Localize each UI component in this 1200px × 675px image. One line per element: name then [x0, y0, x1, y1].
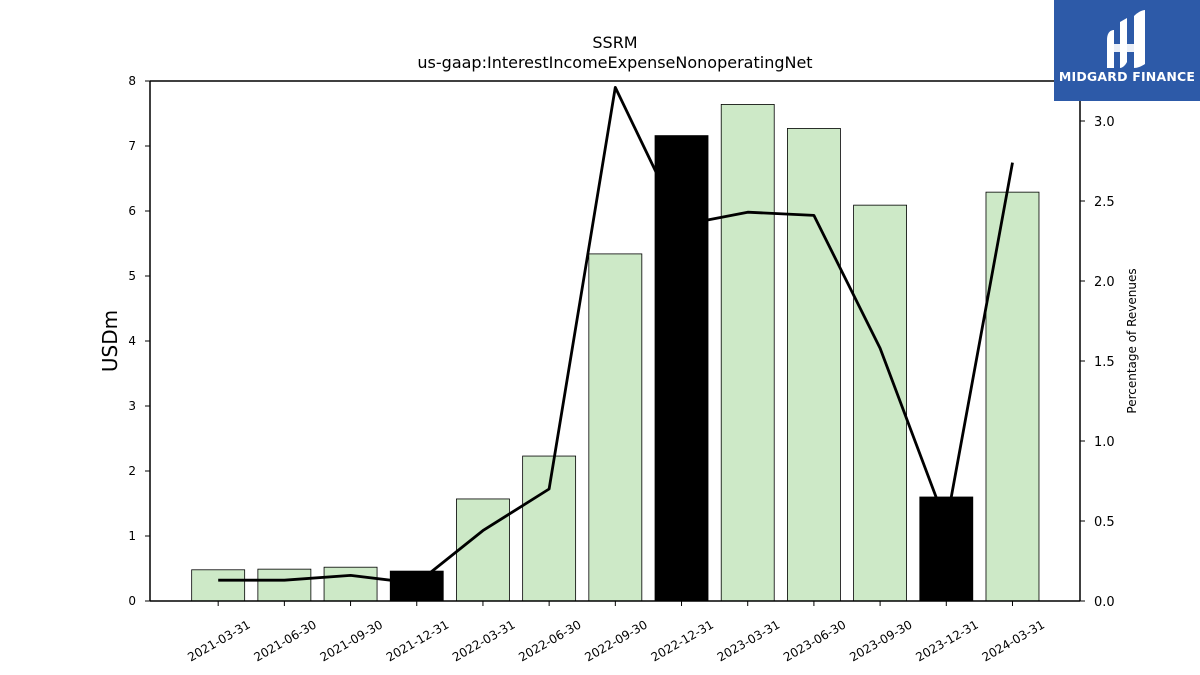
bar-2023-06-30	[787, 128, 841, 602]
midgard-finance-logo: MIDGARD FINANCE	[1054, 0, 1200, 101]
x-tick-label: 2023-06-30	[781, 617, 848, 664]
y-tick-label: 8	[128, 74, 136, 88]
y2-tick-label: 2.0	[1094, 275, 1115, 290]
x-tick-label: 2022-03-31	[450, 617, 517, 664]
y2-tick-label: 1.0	[1094, 435, 1115, 450]
x-tick-label: 2021-09-30	[318, 617, 385, 664]
x-tick-label: 2023-03-31	[715, 617, 782, 664]
y-tick-label: 4	[128, 334, 136, 348]
x-tick-label: 2023-12-31	[913, 617, 980, 664]
y2-tick-label: 0.5	[1094, 515, 1115, 530]
y-tick-label: 7	[128, 139, 136, 153]
x-tick-label: 2022-09-30	[582, 617, 649, 664]
logo-mark-icon	[1107, 10, 1145, 68]
x-tick-label: 2022-06-30	[516, 617, 583, 664]
bar-2023-09-30	[853, 204, 907, 602]
x-tick-label: 2021-12-31	[384, 617, 451, 664]
y-axis-label: USDm	[98, 310, 122, 372]
y-tick-label: 3	[128, 399, 136, 413]
y-tick-label: 2	[128, 464, 136, 478]
y2-tick-label: 0.0	[1094, 595, 1115, 610]
y-tick-label: 5	[128, 269, 136, 283]
bar-2021-03-31	[191, 569, 246, 602]
y-tick-label: 1	[128, 529, 136, 543]
bar-2023-12-31	[919, 496, 974, 602]
logo-text: MIDGARD FINANCE	[1058, 69, 1196, 84]
y-tick-label: 6	[128, 204, 136, 218]
chart-subtitle: us-gaap:InterestIncomeExpenseNonoperatin…	[417, 53, 812, 72]
x-tick-label: 2021-06-30	[251, 617, 318, 664]
y2-tick-label: 3.0	[1094, 115, 1115, 130]
y2-tick-label: 2.5	[1094, 195, 1115, 210]
bar-2021-12-31	[389, 570, 444, 602]
y-tick-label: 0	[128, 594, 136, 608]
x-tick-label: 2022-12-31	[649, 617, 716, 664]
bar-2022-09-30	[588, 253, 643, 602]
y2-tick-label: 1.5	[1094, 355, 1115, 370]
bar-2024-03-31	[985, 191, 1040, 602]
chart-title: SSRM	[592, 33, 637, 52]
line-group	[218, 86, 1014, 585]
bar-2023-03-31	[720, 104, 775, 602]
x-tick-label: 2023-09-30	[847, 617, 914, 664]
x-tick-label: 2024-03-31	[980, 617, 1047, 664]
x-tick-label: 2021-03-31	[185, 617, 252, 664]
y2-axis-label: Percentage of Revenues	[1125, 268, 1139, 413]
bar-2021-06-30	[257, 568, 312, 602]
bar-group	[191, 104, 1040, 602]
bar-2022-12-31	[654, 135, 709, 602]
bar-2022-03-31	[456, 498, 510, 602]
bar-2021-09-30	[323, 566, 378, 602]
bar-2022-06-30	[522, 455, 577, 602]
